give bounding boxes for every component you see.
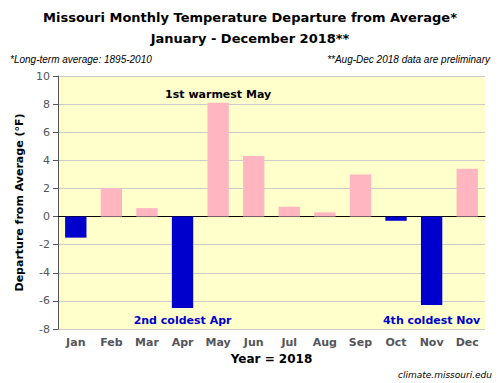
svg-text:Departure from Average (°F): Departure from Average (°F) bbox=[13, 113, 26, 291]
svg-text:-4: -4 bbox=[39, 266, 50, 279]
svg-text:climate.missouri.edu: climate.missouri.edu bbox=[398, 370, 492, 380]
svg-text:2: 2 bbox=[43, 182, 50, 195]
svg-text:4: 4 bbox=[43, 154, 50, 167]
svg-text:Oct: Oct bbox=[385, 336, 406, 349]
svg-text:**Aug-Dec 2018 data are prelim: **Aug-Dec 2018 data are preliminary bbox=[327, 54, 491, 65]
svg-text:1st warmest May: 1st warmest May bbox=[165, 88, 271, 101]
svg-text:Dec: Dec bbox=[456, 336, 479, 349]
svg-text:Apr: Apr bbox=[172, 336, 194, 349]
svg-text:2nd coldest Apr: 2nd coldest Apr bbox=[134, 314, 232, 327]
svg-text:6: 6 bbox=[43, 126, 50, 139]
svg-text:Aug: Aug bbox=[313, 336, 337, 349]
svg-text:Missouri Monthly Temperature D: Missouri Monthly Temperature Departure f… bbox=[43, 10, 457, 25]
svg-text:10: 10 bbox=[36, 70, 50, 83]
svg-text:May: May bbox=[206, 336, 231, 349]
svg-text:Sep: Sep bbox=[349, 336, 372, 349]
svg-text:0: 0 bbox=[43, 210, 50, 223]
svg-text:Year = 2018: Year = 2018 bbox=[230, 352, 313, 366]
svg-text:-8: -8 bbox=[39, 323, 50, 336]
svg-text:-6: -6 bbox=[39, 294, 50, 307]
svg-text:Jul: Jul bbox=[280, 336, 297, 349]
svg-text:4th coldest Nov: 4th coldest Nov bbox=[383, 314, 481, 327]
svg-text:-2: -2 bbox=[39, 238, 50, 251]
svg-text:Jun: Jun bbox=[243, 336, 264, 349]
svg-text:8: 8 bbox=[43, 98, 50, 111]
svg-text:Mar: Mar bbox=[135, 336, 159, 349]
svg-text:*Long-term average: 1895-2010: *Long-term average: 1895-2010 bbox=[10, 54, 152, 65]
svg-text:Jan: Jan bbox=[65, 336, 85, 349]
svg-text:Nov: Nov bbox=[420, 336, 445, 349]
svg-text:January - December 2018**: January - December 2018** bbox=[150, 31, 350, 46]
svg-text:Feb: Feb bbox=[100, 336, 123, 349]
